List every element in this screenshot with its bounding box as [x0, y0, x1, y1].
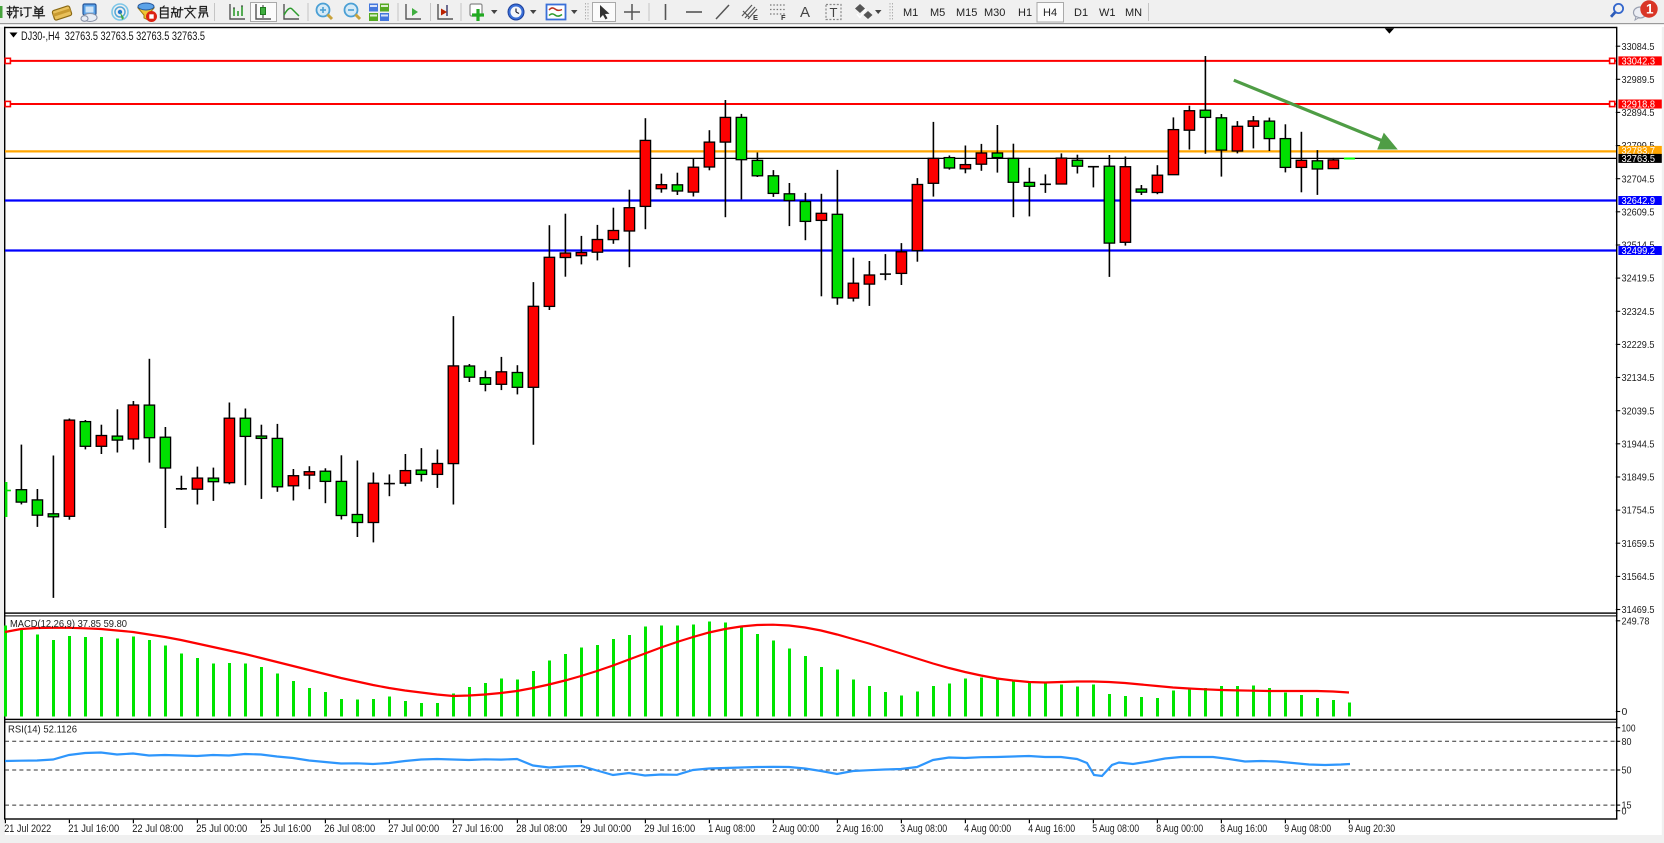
svg-text:4 Aug 16:00: 4 Aug 16:00: [1028, 823, 1075, 835]
svg-text:MN: MN: [1125, 7, 1142, 19]
svg-text:33084.5: 33084.5: [1622, 41, 1655, 53]
svg-text:1: 1: [1646, 2, 1654, 17]
svg-text:T: T: [830, 5, 838, 20]
svg-text:15: 15: [1622, 800, 1632, 812]
svg-text:28 Jul 08:00: 28 Jul 08:00: [516, 823, 567, 835]
svg-text:M1: M1: [903, 7, 918, 19]
svg-text:0: 0: [1622, 805, 1627, 817]
svg-text:31469.5: 31469.5: [1622, 604, 1655, 616]
svg-text:8 Aug 00:00: 8 Aug 00:00: [1156, 823, 1203, 835]
svg-text:32499.2: 32499.2: [1622, 245, 1656, 257]
svg-text:32419.5: 32419.5: [1622, 273, 1655, 285]
svg-text:249.78: 249.78: [1622, 615, 1650, 627]
svg-text:25 Jul 16:00: 25 Jul 16:00: [260, 823, 311, 835]
svg-text:21 Jul 16:00: 21 Jul 16:00: [68, 823, 119, 835]
svg-text:21 Jul 2022: 21 Jul 2022: [4, 823, 51, 835]
svg-text:0: 0: [1622, 706, 1628, 718]
svg-text:3 Aug 08:00: 3 Aug 08:00: [900, 823, 947, 835]
svg-text:4 Aug 00:00: 4 Aug 00:00: [964, 823, 1011, 835]
svg-text:9 Aug 08:00: 9 Aug 08:00: [1284, 823, 1331, 835]
svg-text:DJ30-,H4 32763.5 32763.5 3276: DJ30-,H4 32763.5 32763.5 32763.5 32763.5: [21, 31, 205, 43]
svg-text:80: 80: [1622, 736, 1632, 748]
svg-text:32039.5: 32039.5: [1622, 405, 1655, 417]
svg-text:D1: D1: [1074, 7, 1088, 19]
svg-text:9 Aug 20:30: 9 Aug 20:30: [1348, 823, 1395, 835]
svg-text:H1: H1: [1018, 7, 1032, 19]
svg-text:32134.5: 32134.5: [1622, 372, 1655, 384]
svg-text:31849.5: 31849.5: [1622, 472, 1655, 484]
svg-text:27 Jul 00:00: 27 Jul 00:00: [388, 823, 439, 835]
svg-text:W1: W1: [1099, 7, 1116, 19]
svg-text:32642.9: 32642.9: [1622, 195, 1656, 207]
svg-text:32894.5: 32894.5: [1622, 107, 1655, 119]
svg-text:26 Jul 08:00: 26 Jul 08:00: [324, 823, 375, 835]
svg-text:F: F: [781, 13, 786, 22]
svg-text:32918.8: 32918.8: [1622, 99, 1656, 111]
svg-text:MACD(12,26,9) 37.85 59.80: MACD(12,26,9) 37.85 59.80: [10, 618, 127, 630]
svg-text:5 Aug 08:00: 5 Aug 08:00: [1092, 823, 1139, 835]
svg-text:31564.5: 31564.5: [1622, 571, 1655, 583]
svg-text:32989.5: 32989.5: [1622, 74, 1655, 86]
svg-text:50: 50: [1622, 765, 1632, 777]
svg-text:100: 100: [1622, 722, 1636, 734]
svg-text:25 Jul 00:00: 25 Jul 00:00: [196, 823, 247, 835]
svg-text:32609.5: 32609.5: [1622, 206, 1655, 218]
svg-text:M15: M15: [956, 7, 977, 19]
svg-text:32763.5: 32763.5: [1622, 153, 1656, 165]
svg-text:M5: M5: [930, 7, 945, 19]
svg-text:33042.3: 33042.3: [1622, 56, 1656, 68]
svg-text:2 Aug 00:00: 2 Aug 00:00: [772, 823, 819, 835]
svg-text:2 Aug 16:00: 2 Aug 16:00: [836, 823, 883, 835]
svg-text:M30: M30: [984, 7, 1005, 19]
svg-text:1 Aug 08:00: 1 Aug 08:00: [708, 823, 755, 835]
svg-text:29 Jul 00:00: 29 Jul 00:00: [580, 823, 631, 835]
svg-text:29 Jul 16:00: 29 Jul 16:00: [644, 823, 695, 835]
svg-text:32704.5: 32704.5: [1622, 173, 1655, 185]
svg-text:32324.5: 32324.5: [1622, 306, 1655, 318]
svg-text:E: E: [753, 13, 758, 22]
svg-text:H4: H4: [1043, 7, 1057, 19]
svg-text:RSI(14) 52.1126: RSI(14) 52.1126: [8, 724, 77, 736]
svg-text:32229.5: 32229.5: [1622, 339, 1655, 351]
svg-text:A: A: [800, 4, 810, 21]
svg-text:27 Jul 16:00: 27 Jul 16:00: [452, 823, 503, 835]
svg-text:31659.5: 31659.5: [1622, 538, 1655, 550]
svg-text:8 Aug 16:00: 8 Aug 16:00: [1220, 823, 1267, 835]
svg-text:31944.5: 31944.5: [1622, 438, 1655, 450]
svg-text:22 Jul 08:00: 22 Jul 08:00: [132, 823, 183, 835]
svg-text:31754.5: 31754.5: [1622, 505, 1655, 517]
